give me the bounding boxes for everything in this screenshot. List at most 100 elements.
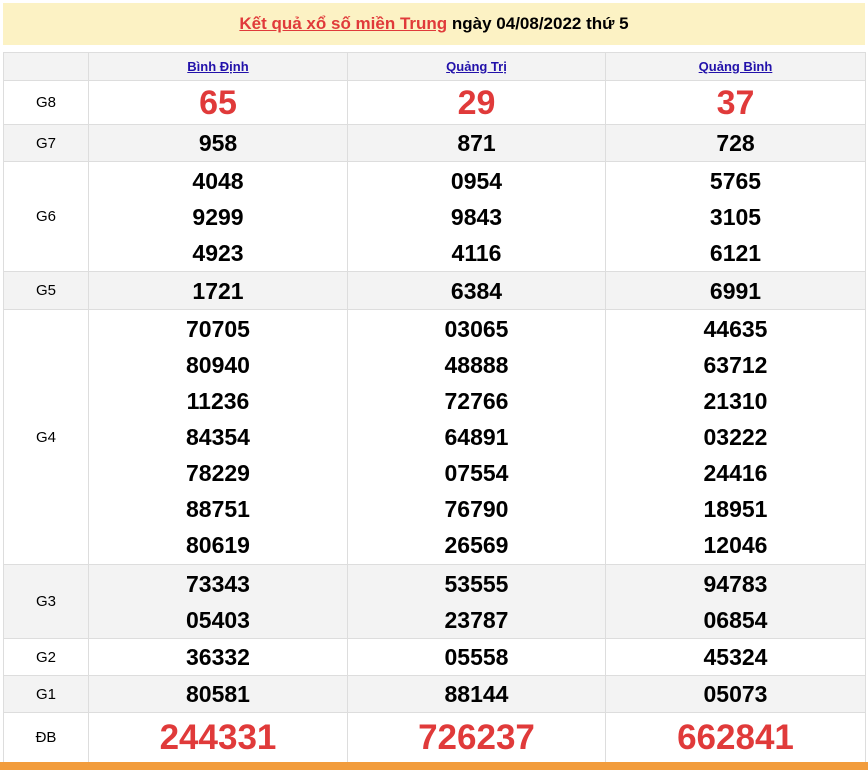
prize-number: 0954 <box>450 167 503 194</box>
province-link[interactable]: Quảng Trị <box>446 59 507 74</box>
prize-cell: 05558 <box>347 638 606 676</box>
prize-number: 12046 <box>703 532 768 558</box>
prize-number: 88144 <box>444 681 509 707</box>
header-blank <box>3 52 89 81</box>
prize-cell: 37 <box>605 80 866 125</box>
prize-cell: 0954 9843 4116 <box>347 161 606 272</box>
prize-cell: 36332 <box>88 638 348 676</box>
prize-cell: 03065 48888 72766 64891 07554 76790 26569 <box>347 309 606 565</box>
prize-number: 1721 <box>192 277 244 304</box>
prize-number: 05558 <box>444 644 509 670</box>
prize-label: G1 <box>3 675 89 713</box>
prize-number: 23787 <box>444 606 509 633</box>
prize-number: 36332 <box>186 644 250 670</box>
footer-bar <box>0 762 868 770</box>
prize-cell: 244331 <box>88 712 348 763</box>
prize-number: 6121 <box>709 239 762 266</box>
prize-cell: 871 <box>347 124 606 162</box>
prize-cell: 662841 <box>605 712 866 763</box>
prize-row: G6 4048 9299 4923 0954 9843 4116 5765 3105 6121 <box>3 161 866 272</box>
prize-number: 728 <box>716 130 755 156</box>
prize-number: 958 <box>198 130 238 156</box>
prize-cell: 05073 <box>605 675 866 713</box>
prize-number: 18951 <box>703 496 768 522</box>
prize-cell: 5765 3105 6121 <box>605 161 866 272</box>
prize-number: 4048 <box>192 167 244 194</box>
prize-number: 78229 <box>186 460 250 486</box>
prize-number: 871 <box>457 130 496 156</box>
prize-number: 29 <box>457 83 496 122</box>
prize-label: G3 <box>3 564 89 639</box>
prize-number: 06854 <box>703 606 768 633</box>
prize-cell: 726237 <box>347 712 606 763</box>
prize-number: 84354 <box>186 424 250 450</box>
prize-cell: 73343 05403 <box>88 564 348 639</box>
prize-number: 6384 <box>450 277 503 304</box>
prize-cell: 45324 <box>605 638 866 676</box>
prize-label: G4 <box>3 309 89 565</box>
prize-number: 64891 <box>444 424 509 450</box>
prize-number: 37 <box>716 83 755 122</box>
prize-cell: 44635 63712 21310 03222 24416 18951 12046 <box>605 309 866 565</box>
prize-row: G4 70705 80940 11236 84354 78229 88751 80619 030… <box>3 309 866 565</box>
prize-cell: 53555 23787 <box>347 564 606 639</box>
prize-label: G8 <box>3 80 89 125</box>
prize-number: 03222 <box>703 424 768 450</box>
prize-number: 94783 <box>703 570 768 597</box>
prize-number: 70705 <box>186 316 250 342</box>
prize-number: 80940 <box>186 352 250 378</box>
prize-number: 05403 <box>186 606 250 633</box>
prize-row: G3 73343 05403 53555 23787 94783 06854 <box>3 564 866 639</box>
prize-cell: 65 <box>88 80 348 125</box>
prize-number: 6991 <box>709 277 762 304</box>
prize-number: 4923 <box>192 239 244 266</box>
prize-number: 88751 <box>186 496 250 522</box>
province-link[interactable]: Bình Định <box>187 59 249 74</box>
prize-row: G5 1721 6384 6991 <box>3 271 866 310</box>
prize-row: G1 80581 88144 05073 <box>3 675 866 713</box>
prize-number: 662841 <box>677 717 794 757</box>
prize-row: G2 36332 05558 45324 <box>3 638 866 676</box>
prize-row: ĐB 244331 726237 662841 <box>3 712 866 763</box>
title-link[interactable]: Kết quả xổ số miền Trung <box>239 14 448 33</box>
prize-label: G6 <box>3 161 89 272</box>
prize-number: 07554 <box>444 460 509 486</box>
prize-number: 21310 <box>703 388 768 414</box>
prize-number: 45324 <box>703 644 768 670</box>
prize-row: G8 65 29 37 <box>3 80 866 125</box>
prize-number: 53555 <box>444 570 509 597</box>
prize-number: 05073 <box>703 681 768 707</box>
page-title: Kết quả xổ số miền Trung ngày 04/08/2022… <box>3 3 865 45</box>
prize-cell: 728 <box>605 124 866 162</box>
prize-label: G5 <box>3 271 89 310</box>
prize-number: 48888 <box>444 352 509 378</box>
prize-cell: 958 <box>88 124 348 162</box>
prize-label: ĐB <box>3 712 89 763</box>
prize-number: 72766 <box>444 388 509 414</box>
prize-number: 80581 <box>186 681 250 707</box>
prize-cell: 94783 06854 <box>605 564 866 639</box>
prize-number: 76790 <box>444 496 509 522</box>
prize-number: 726237 <box>418 717 535 757</box>
prize-number: 63712 <box>703 352 768 378</box>
prize-cell: 29 <box>347 80 606 125</box>
prize-number: 24416 <box>703 460 768 486</box>
prize-cell: 1721 <box>88 271 348 310</box>
prize-row: G7 958 871 728 <box>3 124 866 162</box>
prize-number: 73343 <box>186 570 250 597</box>
prize-number: 03065 <box>444 316 509 342</box>
prize-number: 26569 <box>444 532 509 558</box>
prize-number: 4116 <box>451 239 502 266</box>
prize-label: G7 <box>3 124 89 162</box>
prize-cell: 80581 <box>88 675 348 713</box>
prize-number: 9299 <box>192 203 244 230</box>
province-link[interactable]: Quảng Bình <box>698 59 773 74</box>
prize-number: 3105 <box>709 203 762 230</box>
prize-cell: 6991 <box>605 271 866 310</box>
prize-number: 244331 <box>159 717 277 757</box>
prize-cell: 70705 80940 11236 84354 78229 88751 80619 <box>88 309 348 565</box>
prize-number: 65 <box>199 83 237 122</box>
prize-number: 5765 <box>709 167 762 194</box>
title-date: ngày 04/08/2022 thứ 5 <box>447 14 629 33</box>
prize-cell: 6384 <box>347 271 606 310</box>
